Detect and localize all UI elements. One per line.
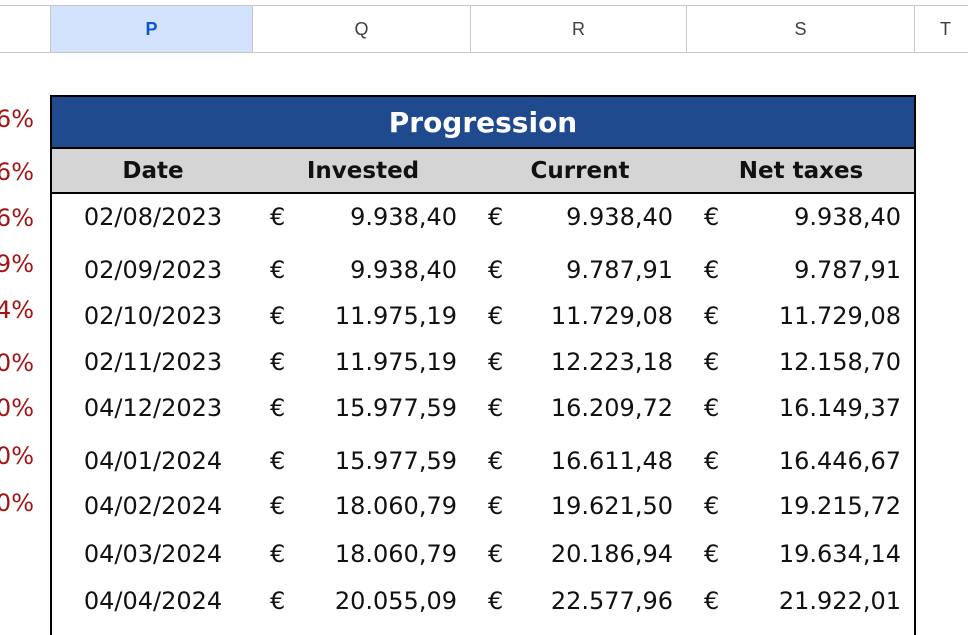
cell-date[interactable]: 04/01/2024 <box>83 447 223 475</box>
euro-symbol[interactable]: € <box>270 348 286 376</box>
euro-symbol[interactable]: € <box>488 492 504 520</box>
cell-current[interactable]: 20.186,94 <box>550 540 673 568</box>
table-row: 04/03/2024 €18.060,79 €20.186,94 €19.634,14 <box>52 534 914 574</box>
column-header-q[interactable]: Q <box>253 6 471 52</box>
cell-current[interactable]: 9.938,40 <box>566 203 673 231</box>
cell-net-taxes[interactable]: 21.922,01 <box>778 587 901 615</box>
cell-net-taxes[interactable]: 12.158,70 <box>778 348 901 376</box>
cell-date[interactable]: 02/09/2023 <box>83 256 223 284</box>
table-row: 04/01/2024 €15.977,59 €16.611,48 €16.446,67 <box>52 441 914 481</box>
euro-symbol[interactable]: € <box>488 447 504 475</box>
cell-date[interactable]: 02/11/2023 <box>83 348 223 376</box>
euro-symbol[interactable]: € <box>704 540 720 568</box>
cell-percentage[interactable]: 0% <box>0 349 34 377</box>
euro-symbol[interactable]: € <box>488 587 504 615</box>
euro-symbol[interactable]: € <box>270 492 286 520</box>
euro-symbol[interactable]: € <box>270 447 286 475</box>
euro-symbol[interactable]: € <box>704 587 720 615</box>
euro-symbol[interactable]: € <box>704 394 720 422</box>
cell-invested[interactable]: 15.977,59 <box>334 394 457 422</box>
euro-symbol[interactable]: € <box>488 348 504 376</box>
cell-current[interactable]: 12.223,18 <box>550 348 673 376</box>
euro-symbol[interactable]: € <box>270 394 286 422</box>
column-header-t-label: T <box>940 18 951 39</box>
euro-symbol[interactable]: € <box>270 256 286 284</box>
cell-net-taxes[interactable]: 16.446,67 <box>778 447 901 475</box>
euro-symbol[interactable]: € <box>270 302 286 330</box>
euro-symbol[interactable]: € <box>704 203 720 231</box>
cell-invested[interactable]: 9.938,40 <box>350 203 457 231</box>
column-header-t[interactable]: T <box>915 6 968 52</box>
cell-invested[interactable]: 15.977,59 <box>334 447 457 475</box>
header-date[interactable]: Date <box>122 157 184 184</box>
cell-date[interactable]: 02/08/2023 <box>83 203 223 231</box>
cell-percentage[interactable]: 9% <box>0 250 34 278</box>
cell-date[interactable]: 04/03/2024 <box>83 540 223 568</box>
cell-net-taxes[interactable]: 11.729,08 <box>778 302 901 330</box>
euro-symbol[interactable]: € <box>488 302 504 330</box>
cell-current[interactable]: 22.577,96 <box>550 587 673 615</box>
cell-current[interactable]: 19.621,50 <box>550 492 673 520</box>
cell-percentage[interactable]: 0% <box>0 489 34 517</box>
table-row: 04/12/2023 €15.977,59 €16.209,72 €16.149,37 <box>52 388 914 428</box>
euro-symbol[interactable]: € <box>704 302 720 330</box>
column-header-r[interactable]: R <box>471 6 687 52</box>
euro-symbol[interactable]: € <box>704 492 720 520</box>
header-net-taxes[interactable]: Net taxes <box>738 157 864 184</box>
cell-current[interactable]: 11.729,08 <box>550 302 673 330</box>
cell-invested[interactable]: 11.975,19 <box>334 302 457 330</box>
cell-invested[interactable]: 9.938,40 <box>350 256 457 284</box>
column-header-s[interactable]: S <box>687 6 915 52</box>
progression-table: Progression Date Invested Current Net ta… <box>50 95 916 635</box>
table-row: 02/11/2023 €11.975,19 €12.223,18 €12.158,70 <box>52 342 914 382</box>
cell-net-taxes[interactable]: 9.787,91 <box>794 256 901 284</box>
euro-symbol[interactable]: € <box>704 348 720 376</box>
table-row: 04/04/2024 €20.055,09 €22.577,96 €21.922,01 <box>52 581 914 621</box>
euro-symbol[interactable]: € <box>270 587 286 615</box>
cell-percentage[interactable]: 6% <box>0 158 34 186</box>
cell-percentage[interactable]: 0% <box>0 442 34 470</box>
cell-date[interactable]: 04/12/2023 <box>83 394 223 422</box>
table-row: 04/02/2024 €18.060,79 €19.621,50 €19.215,72 <box>52 486 914 526</box>
cell-current[interactable]: 16.611,48 <box>550 447 673 475</box>
table-row: 02/08/2023 €9.938,40 €9.938,40 €9.938,40 <box>52 197 914 237</box>
euro-symbol[interactable]: € <box>488 394 504 422</box>
cell-percentage[interactable]: 0% <box>0 394 34 422</box>
header-current[interactable]: Current <box>530 157 630 184</box>
euro-symbol[interactable]: € <box>270 203 286 231</box>
cell-net-taxes[interactable]: 9.938,40 <box>794 203 901 231</box>
column-header-previous[interactable] <box>0 6 51 52</box>
euro-symbol[interactable]: € <box>488 203 504 231</box>
table-row: 02/09/2023 €9.938,40 €9.787,91 €9.787,91 <box>52 250 914 290</box>
table-header-row: Date Invested Current Net taxes <box>52 149 914 194</box>
cell-net-taxes[interactable]: 19.634,14 <box>778 540 901 568</box>
column-header-p[interactable]: P <box>51 6 253 52</box>
cell-net-taxes[interactable]: 16.149,37 <box>778 394 901 422</box>
column-header-bar: P Q R S T <box>0 5 968 53</box>
euro-symbol[interactable]: € <box>488 256 504 284</box>
euro-symbol[interactable]: € <box>270 540 286 568</box>
cell-date[interactable]: 04/02/2024 <box>83 492 223 520</box>
cell-percentage[interactable]: 6% <box>0 204 34 232</box>
euro-symbol[interactable]: € <box>704 256 720 284</box>
euro-symbol[interactable]: € <box>704 447 720 475</box>
euro-symbol[interactable]: € <box>488 540 504 568</box>
cell-net-taxes[interactable]: 19.215,72 <box>778 492 901 520</box>
cell-invested[interactable]: 20.055,09 <box>334 587 457 615</box>
table-row: 02/10/2023 €11.975,19 €11.729,08 €11.729,08 <box>52 296 914 336</box>
cell-percentage[interactable]: 4% <box>0 296 34 324</box>
cell-current[interactable]: 16.209,72 <box>550 394 673 422</box>
cell-invested[interactable]: 18.060,79 <box>334 540 457 568</box>
cell-date[interactable]: 02/10/2023 <box>83 302 223 330</box>
cell-invested[interactable]: 11.975,19 <box>334 348 457 376</box>
cell-invested[interactable]: 18.060,79 <box>334 492 457 520</box>
cell-date[interactable]: 04/04/2024 <box>83 587 223 615</box>
cell-current[interactable]: 9.787,91 <box>566 256 673 284</box>
cell-percentage[interactable]: 6% <box>0 105 34 133</box>
table-title[interactable]: Progression <box>52 95 914 149</box>
header-invested[interactable]: Invested <box>306 157 420 184</box>
